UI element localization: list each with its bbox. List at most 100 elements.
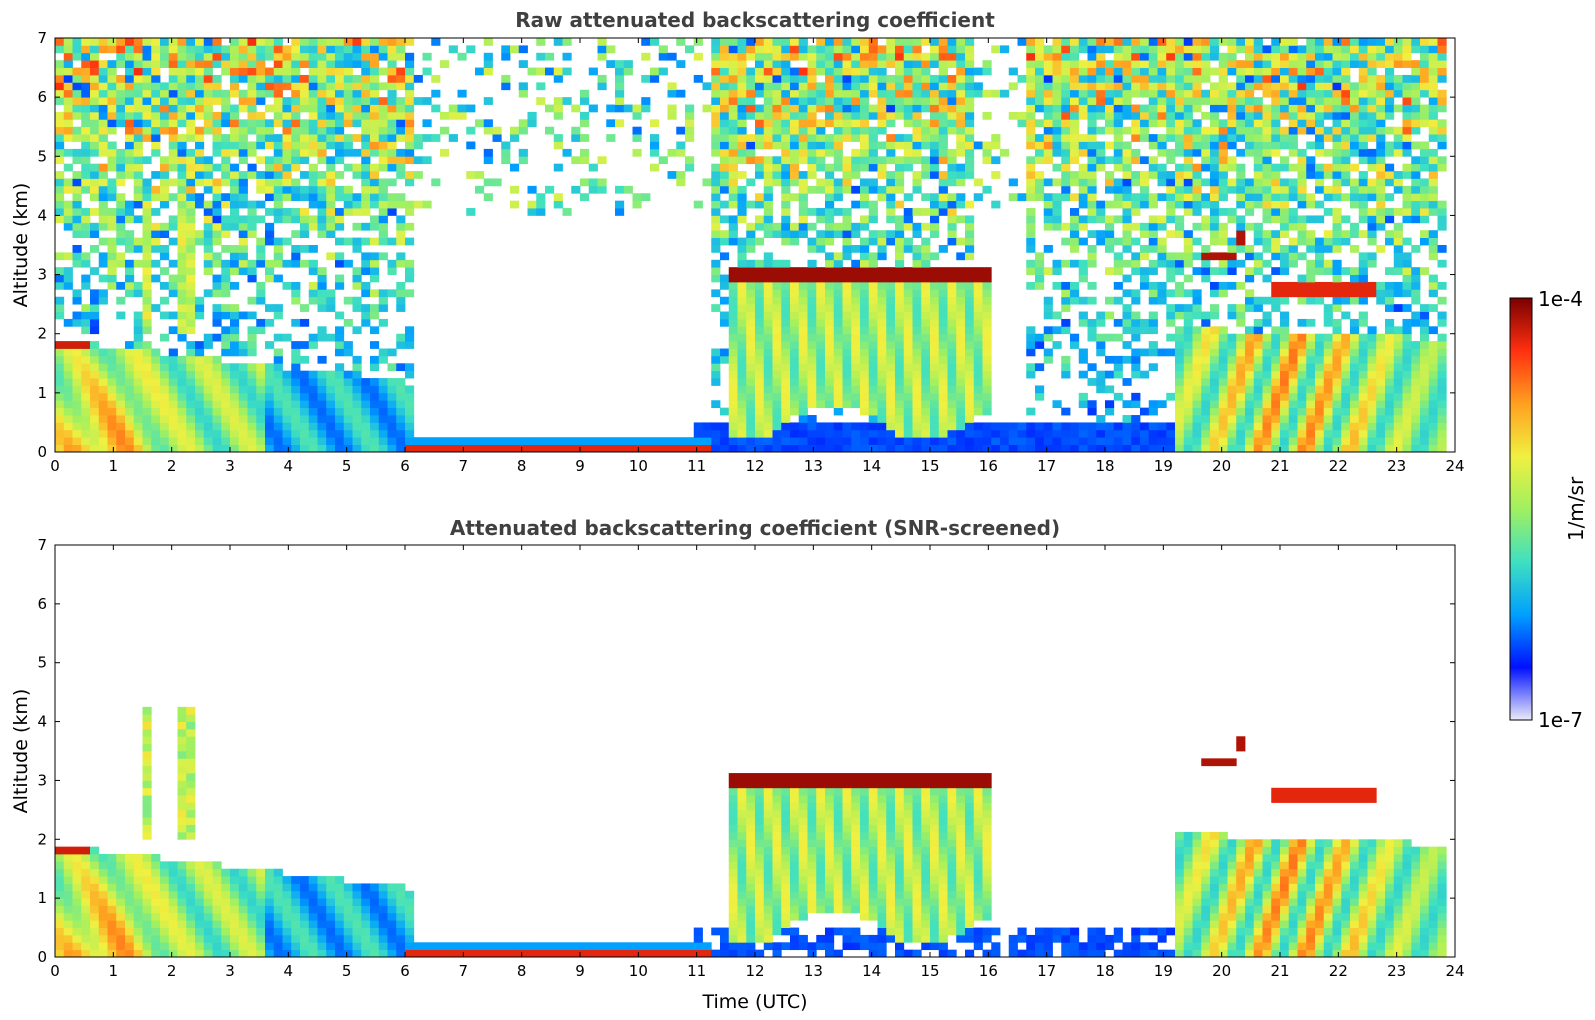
- heatmap-cell: [816, 67, 826, 76]
- heatmap-cell: [720, 163, 730, 172]
- heatmap-cell: [860, 422, 870, 431]
- heatmap-cell: [763, 296, 773, 305]
- heatmap-cell: [396, 230, 406, 238]
- heatmap-cell: [851, 126, 861, 135]
- heatmap-cell: [1096, 97, 1106, 105]
- heatmap-cell: [413, 200, 423, 209]
- heatmap-cell: [868, 178, 878, 187]
- heatmap-cell: [1288, 67, 1298, 76]
- heatmap-cell: [903, 437, 913, 445]
- heatmap-cell: [842, 311, 852, 320]
- heatmap-cell: [1043, 141, 1053, 150]
- heatmap-cell: [1052, 89, 1062, 98]
- heatmap-cell: [1288, 104, 1298, 113]
- heatmap-cell: [1297, 415, 1307, 423]
- heatmap-cell: [1157, 289, 1167, 298]
- heatmap-cell: [1262, 141, 1272, 150]
- heatmap-cell: [1096, 38, 1106, 46]
- heatmap-cell: [1175, 341, 1185, 349]
- heatmap-cell: [833, 400, 843, 409]
- heatmap-cell: [238, 52, 248, 61]
- heatmap-cell: [273, 171, 283, 179]
- heatmap-cell: [798, 89, 808, 98]
- heatmap-cell: [1148, 422, 1158, 431]
- heatmap-cell: [107, 185, 117, 194]
- heatmap-cell: [965, 156, 975, 165]
- heatmap-cell: [912, 341, 922, 349]
- heatmap-cell: [326, 378, 336, 386]
- heatmap-cell: [755, 111, 765, 120]
- heatmap-cell: [1262, 415, 1272, 423]
- heatmap-cell: [816, 156, 826, 165]
- heatmap-cell: [798, 230, 808, 238]
- heatmap-cell: [98, 370, 108, 379]
- heatmap-cell: [737, 378, 747, 386]
- heatmap-cell: [308, 341, 318, 349]
- heatmap-cell: [125, 385, 135, 394]
- heatmap-cell: [947, 370, 957, 379]
- heatmap-cell: [1297, 437, 1307, 445]
- heatmap-cell: [352, 171, 362, 179]
- heatmap-cell: [763, 104, 773, 113]
- heatmap-cell: [168, 60, 178, 68]
- heatmap-cell: [291, 296, 301, 305]
- heatmap-cell: [781, 60, 791, 68]
- heatmap-cell: [230, 370, 240, 379]
- heatmap-cell: [203, 289, 213, 298]
- heatmap-cell: [1026, 134, 1036, 142]
- heatmap-cell: [1218, 134, 1228, 142]
- heatmap-cell: [265, 104, 275, 113]
- heatmap-cell: [405, 126, 415, 135]
- heatmap-cell: [842, 274, 852, 283]
- heatmap-cell: [55, 156, 65, 165]
- heatmap-cell: [142, 444, 152, 452]
- heatmap-cell: [1070, 52, 1080, 61]
- heatmap-cell: [326, 60, 336, 68]
- heatmap-cell: [930, 82, 940, 91]
- heatmap-cell: [1122, 311, 1132, 320]
- heatmap-cell: [133, 311, 143, 320]
- heatmap-cell: [1113, 156, 1123, 165]
- heatmap-cell: [912, 296, 922, 305]
- heatmap-cell: [133, 111, 143, 120]
- heatmap-cell: [807, 318, 817, 327]
- heatmap-cell: [1140, 67, 1150, 76]
- heatmap-cell: [405, 111, 415, 120]
- heatmap-cell: [825, 355, 835, 364]
- heatmap-cell: [168, 289, 178, 298]
- heatmap-cell: [1140, 38, 1150, 46]
- heatmap-cell: [728, 67, 738, 76]
- heatmap-cell: [1026, 348, 1036, 357]
- heatmap-cell: [1262, 296, 1272, 305]
- heatmap-cell: [308, 134, 318, 142]
- heatmap-cell: [1218, 289, 1228, 298]
- heatmap-cell: [317, 52, 327, 61]
- heatmap-cell: [930, 296, 940, 305]
- heatmap-cell: [667, 148, 677, 157]
- heatmap-cell: [1262, 348, 1272, 357]
- heatmap-cell: [335, 38, 345, 46]
- heatmap-cell: [125, 267, 135, 275]
- heatmap-cell: [562, 444, 572, 452]
- heatmap-cell: [81, 60, 91, 68]
- heatmap-cell: [930, 378, 940, 386]
- heatmap-cell: [737, 281, 747, 290]
- heatmap-cell: [142, 67, 152, 76]
- heatmap-cell: [755, 304, 765, 312]
- heatmap-cell: [448, 437, 458, 445]
- heatmap-cell: [1105, 222, 1115, 231]
- heatmap-cell: [886, 74, 896, 83]
- heatmap-cell: [273, 178, 283, 187]
- heatmap-cell: [1148, 200, 1158, 209]
- heatmap-cell: [1148, 341, 1158, 349]
- heatmap-cell: [895, 355, 905, 364]
- heatmap-cell: [63, 370, 73, 379]
- heatmap-cell: [177, 185, 187, 194]
- heatmap-cell: [728, 311, 738, 320]
- heatmap-cell: [562, 67, 572, 76]
- heatmap-cell: [125, 208, 135, 216]
- heatmap-cell: [877, 415, 887, 423]
- heatmap-cell: [1157, 119, 1167, 128]
- heatmap-cell: [1210, 200, 1220, 209]
- heatmap-cell: [151, 45, 161, 54]
